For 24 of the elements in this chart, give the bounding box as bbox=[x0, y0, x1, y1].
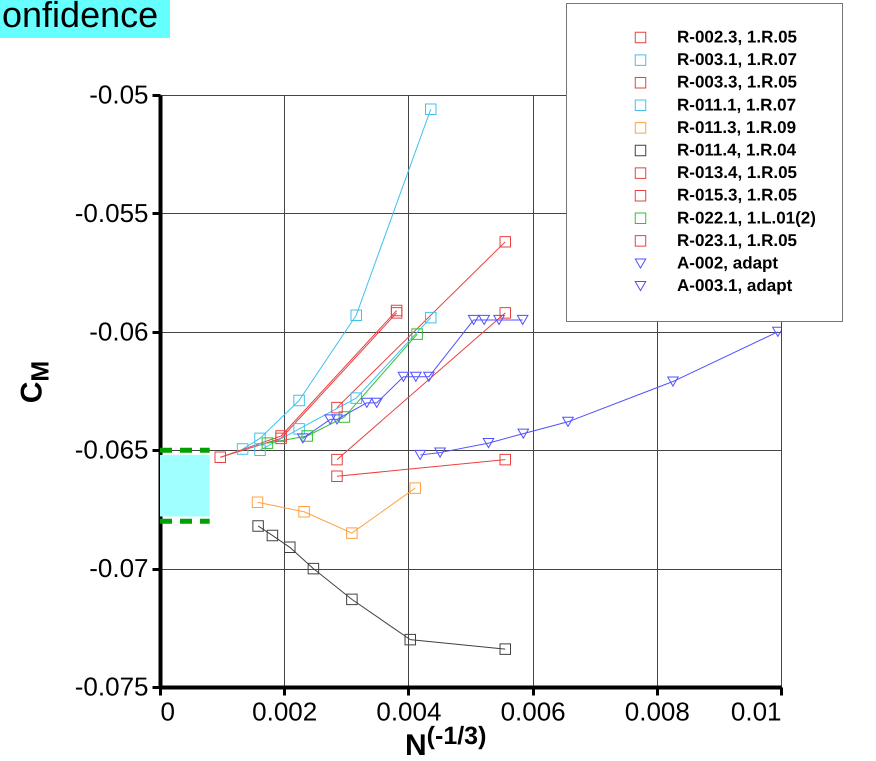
legend-label: A-002, adapt bbox=[677, 254, 778, 272]
legend-label: R-003.3, 1.R.05 bbox=[677, 72, 798, 92]
y-tick-label: -0.065 bbox=[74, 434, 148, 465]
legend-label: R-015.3, 1.R.05 bbox=[677, 186, 798, 205]
legend-label: R-023.1, 1.R.05 bbox=[677, 230, 798, 250]
y-tick-label: -0.06 bbox=[89, 316, 148, 346]
y-tick-label: -0.07 bbox=[89, 553, 148, 584]
legend-label: R-002.3, 1.R.05 bbox=[677, 28, 798, 46]
legend-label: A-003.1, adapt bbox=[677, 276, 793, 296]
y-tick-label: -0.075 bbox=[74, 672, 148, 702]
legend-label: R-003.1, 1.R.07 bbox=[677, 50, 798, 70]
x-tick-label: 0.006 bbox=[500, 696, 566, 726]
x-tick-label: 0.01 bbox=[730, 696, 782, 726]
text: onfidence bbox=[0, 0, 170, 38]
x-tick-label: 0 bbox=[160, 696, 175, 726]
legend-label: R-011.1, 1.R.07 bbox=[677, 95, 796, 114]
y-tick-label: -0.05 bbox=[89, 80, 148, 110]
y-tick-label: -0.055 bbox=[74, 198, 148, 228]
legend-label: R-013.4, 1.R.05 bbox=[677, 163, 798, 182]
legend-label: R-022.1, 1.L.01(2) bbox=[677, 208, 816, 228]
x-tick-label: 0.002 bbox=[252, 696, 318, 726]
legend-label: R-011.3, 1.R.09 bbox=[677, 118, 796, 137]
x-tick-label: 0.008 bbox=[624, 696, 690, 726]
legend-label: R-011.4, 1.R.04 bbox=[677, 140, 797, 160]
